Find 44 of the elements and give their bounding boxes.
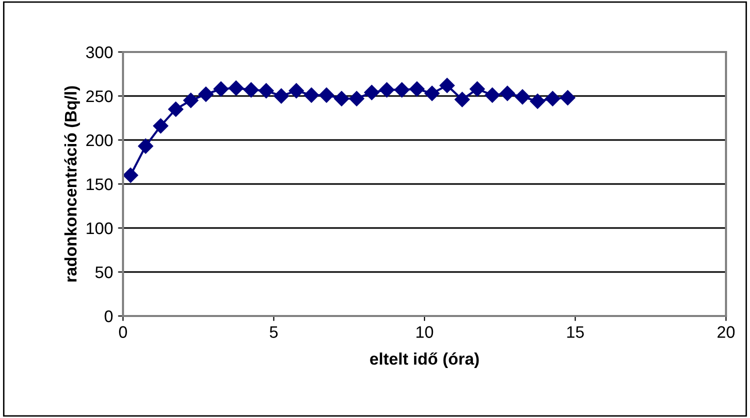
y-tick-label: 0 — [104, 310, 113, 322]
point — [288, 83, 304, 98]
y-tick-label: 300 — [86, 46, 113, 58]
point — [244, 82, 259, 98]
point — [318, 88, 334, 103]
point — [454, 92, 470, 108]
point — [470, 81, 485, 97]
point — [484, 88, 500, 103]
point — [424, 86, 440, 101]
y-axis-title: radonkoncentráció (Bq/l) — [64, 86, 80, 282]
point — [545, 91, 560, 106]
point — [213, 81, 229, 97]
point — [168, 102, 184, 117]
point — [138, 138, 154, 154]
point — [274, 88, 289, 104]
x-tick-label: 10 — [416, 326, 434, 338]
point — [500, 86, 515, 101]
y-tick-label: 100 — [86, 222, 113, 234]
point — [334, 91, 350, 106]
y-tick-label: 250 — [86, 90, 113, 102]
point — [122, 168, 138, 183]
x-tick-label: 0 — [119, 326, 127, 338]
x-axis-title: eltelt idő (óra) — [370, 352, 479, 368]
point — [364, 84, 380, 100]
point — [349, 91, 364, 106]
point — [198, 86, 214, 102]
y-tick-label: 150 — [86, 178, 113, 190]
x-tick-label: 5 — [270, 326, 278, 338]
point — [530, 94, 546, 109]
y-tick-label: 200 — [86, 134, 113, 146]
point — [394, 82, 410, 98]
y-tick-label: 50 — [95, 266, 113, 278]
point — [379, 82, 394, 98]
x-tick-label: 15 — [567, 326, 584, 338]
point — [304, 88, 320, 103]
point — [153, 118, 168, 134]
x-tick-label: 20 — [718, 326, 735, 338]
point — [183, 92, 198, 108]
point — [560, 90, 576, 106]
point — [440, 78, 455, 94]
point — [228, 80, 244, 96]
point — [258, 83, 274, 98]
point — [514, 89, 530, 104]
point — [409, 81, 425, 97]
